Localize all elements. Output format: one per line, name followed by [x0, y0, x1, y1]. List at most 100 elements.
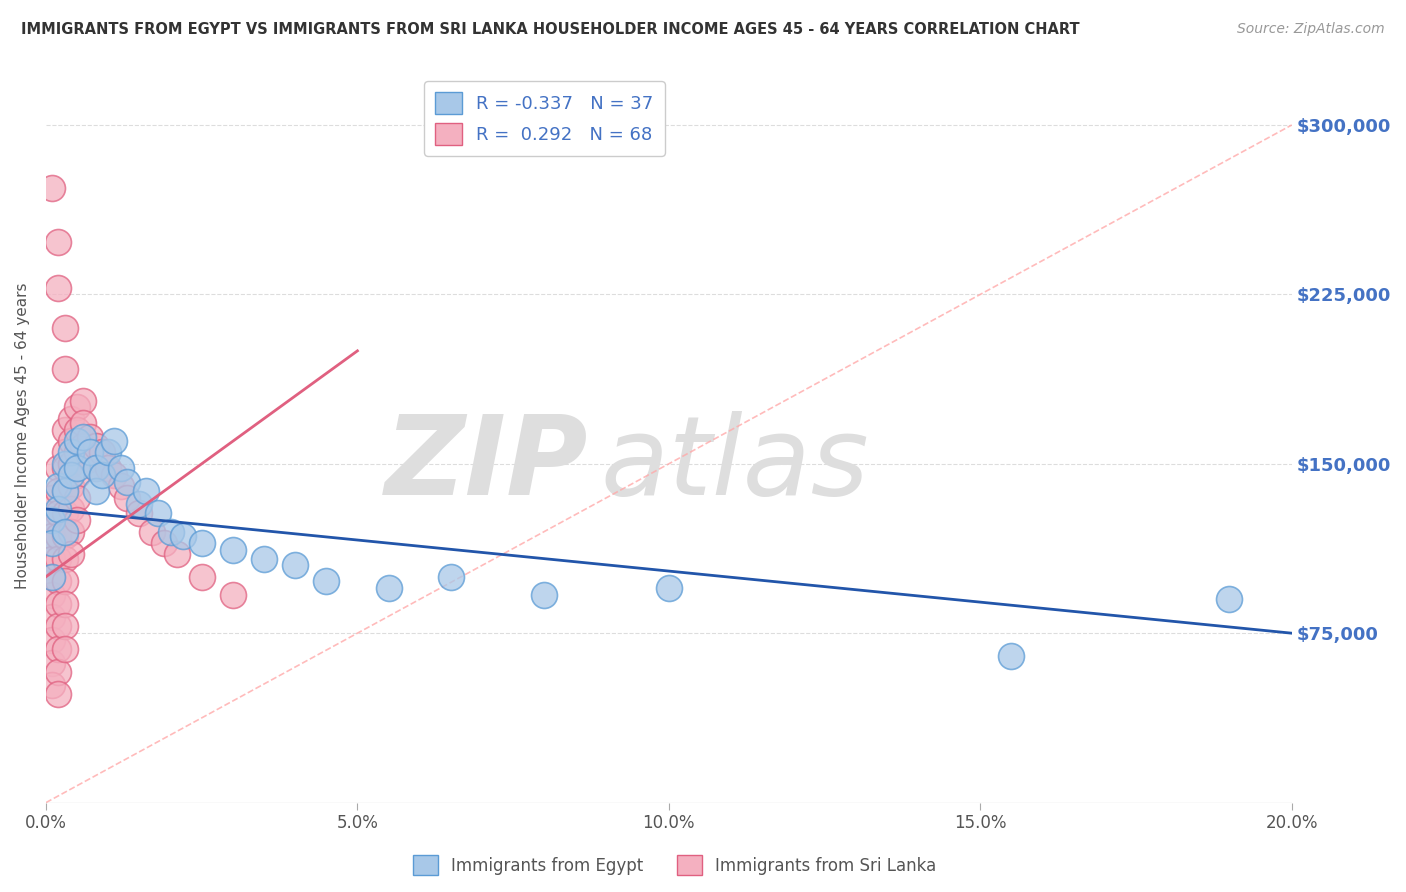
Point: [53, 483, 76, 498]
Text: Source: ZipAtlas.com: Source: ZipAtlas.com: [1237, 22, 1385, 37]
Point: [53, 362, 76, 376]
Point: [48, 642, 70, 657]
Point: [48, 551, 70, 566]
Point: [53, 321, 76, 335]
Legend: Immigrants from Egypt, Immigrants from Sri Lanka: Immigrants from Egypt, Immigrants from S…: [406, 848, 943, 882]
Point: [59, 445, 82, 459]
Point: [66, 445, 89, 459]
Point: [41, 588, 63, 602]
Point: [533, 588, 555, 602]
Point: [66, 513, 89, 527]
Point: [59, 479, 82, 493]
Point: [41, 632, 63, 647]
Point: [284, 558, 307, 573]
Point: [41, 513, 63, 527]
Point: [41, 570, 63, 584]
Point: [110, 479, 132, 493]
Point: [72, 439, 94, 453]
Point: [48, 529, 70, 543]
Point: [48, 687, 70, 701]
Point: [91, 445, 114, 459]
Point: [53, 574, 76, 589]
Point: [190, 536, 212, 550]
Point: [135, 483, 157, 498]
Point: [72, 430, 94, 444]
Point: [66, 401, 89, 415]
Point: [48, 235, 70, 250]
Point: [377, 581, 399, 595]
Point: [59, 524, 82, 539]
Point: [97, 461, 120, 475]
Point: [115, 475, 138, 489]
Point: [159, 524, 181, 539]
Point: [253, 551, 276, 566]
Point: [41, 491, 63, 505]
Legend: R = -0.337   N = 37, R =  0.292   N = 68: R = -0.337 N = 37, R = 0.292 N = 68: [425, 81, 665, 156]
Point: [72, 416, 94, 430]
Point: [103, 468, 125, 483]
Point: [59, 547, 82, 561]
Point: [66, 423, 89, 437]
Point: [1000, 648, 1022, 663]
Point: [79, 452, 101, 467]
Point: [440, 570, 463, 584]
Point: [41, 656, 63, 670]
Point: [53, 445, 76, 459]
Point: [53, 457, 76, 471]
Point: [222, 588, 245, 602]
Point: [53, 529, 76, 543]
Point: [53, 507, 76, 521]
Point: [48, 597, 70, 611]
Point: [53, 642, 76, 657]
Text: IMMIGRANTS FROM EGYPT VS IMMIGRANTS FROM SRI LANKA HOUSEHOLDER INCOME AGES 45 - : IMMIGRANTS FROM EGYPT VS IMMIGRANTS FROM…: [21, 22, 1080, 37]
Point: [66, 461, 89, 475]
Point: [41, 570, 63, 584]
Point: [72, 393, 94, 408]
Point: [141, 524, 163, 539]
Point: [53, 524, 76, 539]
Point: [48, 502, 70, 516]
Point: [48, 507, 70, 521]
Point: [59, 457, 82, 471]
Point: [53, 619, 76, 633]
Point: [53, 423, 76, 437]
Point: [115, 491, 138, 505]
Point: [53, 461, 76, 475]
Point: [110, 461, 132, 475]
Point: [97, 445, 120, 459]
Point: [48, 619, 70, 633]
Point: [1218, 592, 1240, 607]
Point: [79, 445, 101, 459]
Point: [48, 574, 70, 589]
Point: [59, 468, 82, 483]
Point: [84, 461, 107, 475]
Point: [48, 479, 70, 493]
Text: atlas: atlas: [600, 411, 869, 518]
Point: [41, 181, 63, 195]
Point: [128, 507, 150, 521]
Point: [41, 610, 63, 624]
Point: [172, 529, 194, 543]
Point: [222, 542, 245, 557]
Point: [59, 434, 82, 449]
Point: [41, 513, 63, 527]
Point: [66, 468, 89, 483]
Point: [59, 502, 82, 516]
Point: [41, 529, 63, 543]
Point: [48, 461, 70, 475]
Point: [84, 461, 107, 475]
Point: [66, 491, 89, 505]
Point: [91, 468, 114, 483]
Point: [153, 536, 176, 550]
Point: [84, 483, 107, 498]
Point: [48, 483, 70, 498]
Point: [103, 434, 125, 449]
Point: [41, 678, 63, 692]
Point: [41, 536, 63, 550]
Point: [59, 411, 82, 425]
Point: [53, 551, 76, 566]
Point: [166, 547, 188, 561]
Point: [190, 570, 212, 584]
Point: [658, 581, 681, 595]
Point: [146, 507, 169, 521]
